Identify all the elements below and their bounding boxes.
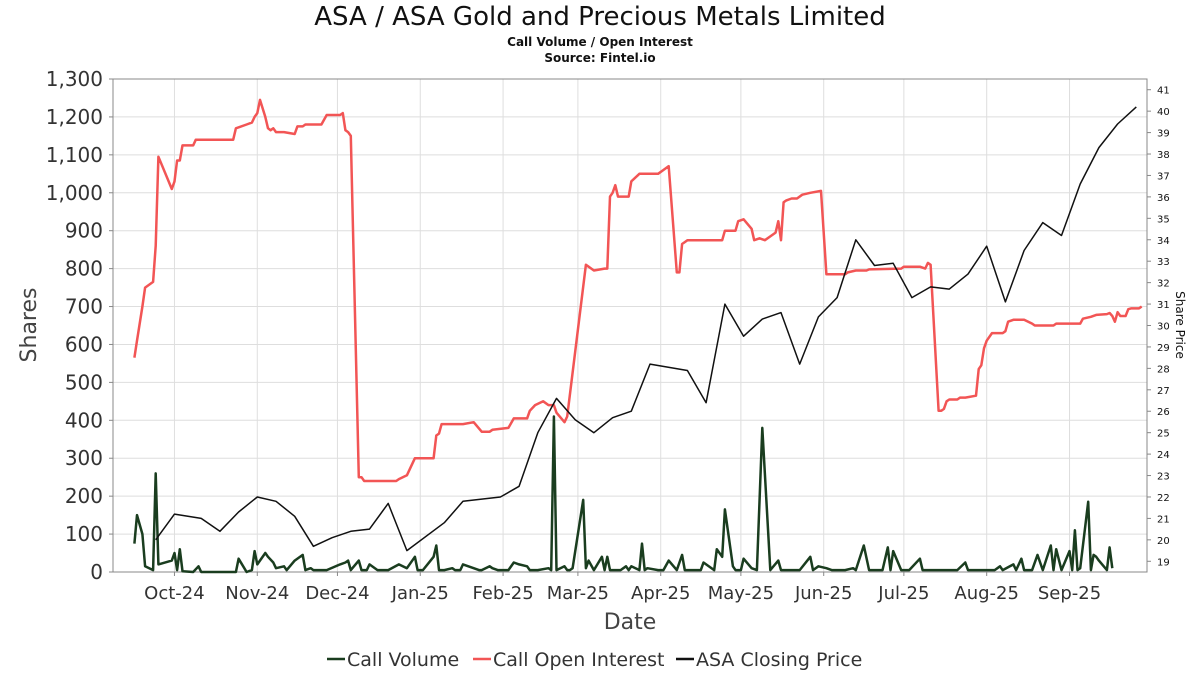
y2-tick-label: 39 xyxy=(1157,129,1170,140)
y2-tick-label: 28 xyxy=(1157,364,1170,375)
x-tick-label: Oct-24 xyxy=(144,583,205,604)
y2-tick-label: 26 xyxy=(1157,407,1170,418)
legend-item: Call Volume xyxy=(327,649,459,671)
y2-tick-label: 24 xyxy=(1157,450,1170,461)
y2-tick-label: 25 xyxy=(1157,429,1170,440)
x-tick-label: Nov-24 xyxy=(225,583,289,604)
y2-tick-label: 33 xyxy=(1157,257,1170,268)
x-tick-label: Apr-25 xyxy=(631,583,690,604)
y2-tick-label: 37 xyxy=(1157,171,1170,182)
y2-tick-label: 27 xyxy=(1157,386,1170,397)
y-tick-label: 500 xyxy=(65,370,103,394)
legend-label: Call Volume xyxy=(347,649,459,671)
y-tick-label: 800 xyxy=(65,257,103,281)
y2-tick-label: 38 xyxy=(1157,150,1170,161)
y2-axis-title: Share Price xyxy=(1173,291,1187,359)
legend-label: Call Open Interest xyxy=(493,649,665,671)
plot-area xyxy=(112,78,1148,573)
y2-tick-label: 29 xyxy=(1157,343,1170,354)
x-tick-label: May-25 xyxy=(708,583,774,604)
legend-item: ASA Closing Price xyxy=(676,649,862,671)
chart-title: ASA / ASA Gold and Precious Metals Limit… xyxy=(314,2,886,32)
grid xyxy=(113,78,1147,573)
call-open-interest-line xyxy=(133,98,1143,483)
y2-tick-label: 41 xyxy=(1157,86,1170,97)
y2-tick-label: 21 xyxy=(1157,514,1170,525)
x-tick-label: Aug-25 xyxy=(954,583,1019,604)
x-axis-title: Date xyxy=(604,610,657,635)
chart-subtitle-metric: Call Volume / Open Interest xyxy=(507,35,693,49)
y-tick-label: 1,100 xyxy=(46,143,103,167)
y-tick-label: 1,200 xyxy=(46,105,103,129)
y-axis-title: Shares xyxy=(17,288,42,363)
chart-subtitle-source: Source: Fintel.io xyxy=(544,51,656,65)
y2-tick-label: 20 xyxy=(1157,536,1170,547)
y-tick-label: 1,000 xyxy=(46,181,103,205)
x-tick-label: Feb-25 xyxy=(472,583,533,604)
x-tick-label: Jul-25 xyxy=(877,583,929,604)
legend-item: Call Open Interest xyxy=(473,649,665,671)
y-tick-label: 1,300 xyxy=(46,67,103,91)
y2-tick-label: 35 xyxy=(1157,214,1170,225)
y-tick-label: 200 xyxy=(65,484,103,508)
y2-tick-label: 22 xyxy=(1157,493,1170,504)
y2-tick-label: 32 xyxy=(1157,279,1170,290)
call-volume-line xyxy=(133,415,1114,574)
y2-tick-label: 40 xyxy=(1157,107,1170,118)
x-tick-label: Sep-25 xyxy=(1038,583,1101,604)
series-group xyxy=(133,98,1143,574)
y-tick-label: 700 xyxy=(65,295,103,319)
asa-closing-price-line xyxy=(155,106,1137,552)
legend: Call Volume Call Open Interest ASA Closing… xyxy=(327,649,862,671)
y2-tick-label: 34 xyxy=(1157,236,1170,247)
axis-ticks: 0 100 200 300 400 500 600 700 800 900 1,000 1,100 1,… xyxy=(46,67,1170,604)
y-tick-label: 0 xyxy=(90,560,103,584)
y2-tick-label: 31 xyxy=(1157,300,1170,311)
y-tick-label: 400 xyxy=(65,408,103,432)
y-tick-label: 300 xyxy=(65,446,103,470)
y2-tick-label: 19 xyxy=(1157,557,1170,568)
legend-label: ASA Closing Price xyxy=(696,649,862,671)
y-tick-label: 600 xyxy=(65,332,103,356)
x-tick-label: Dec-24 xyxy=(305,583,369,604)
y-tick-label: 100 xyxy=(65,522,103,546)
y2-tick-label: 36 xyxy=(1157,193,1170,204)
y-tick-label: 900 xyxy=(65,219,103,243)
y2-tick-label: 23 xyxy=(1157,472,1170,483)
x-tick-label: Mar-25 xyxy=(547,583,609,604)
y2-tick-label: 30 xyxy=(1157,322,1170,333)
x-tick-label: Jun-25 xyxy=(794,583,853,604)
x-tick-label: Jan-25 xyxy=(391,583,449,604)
